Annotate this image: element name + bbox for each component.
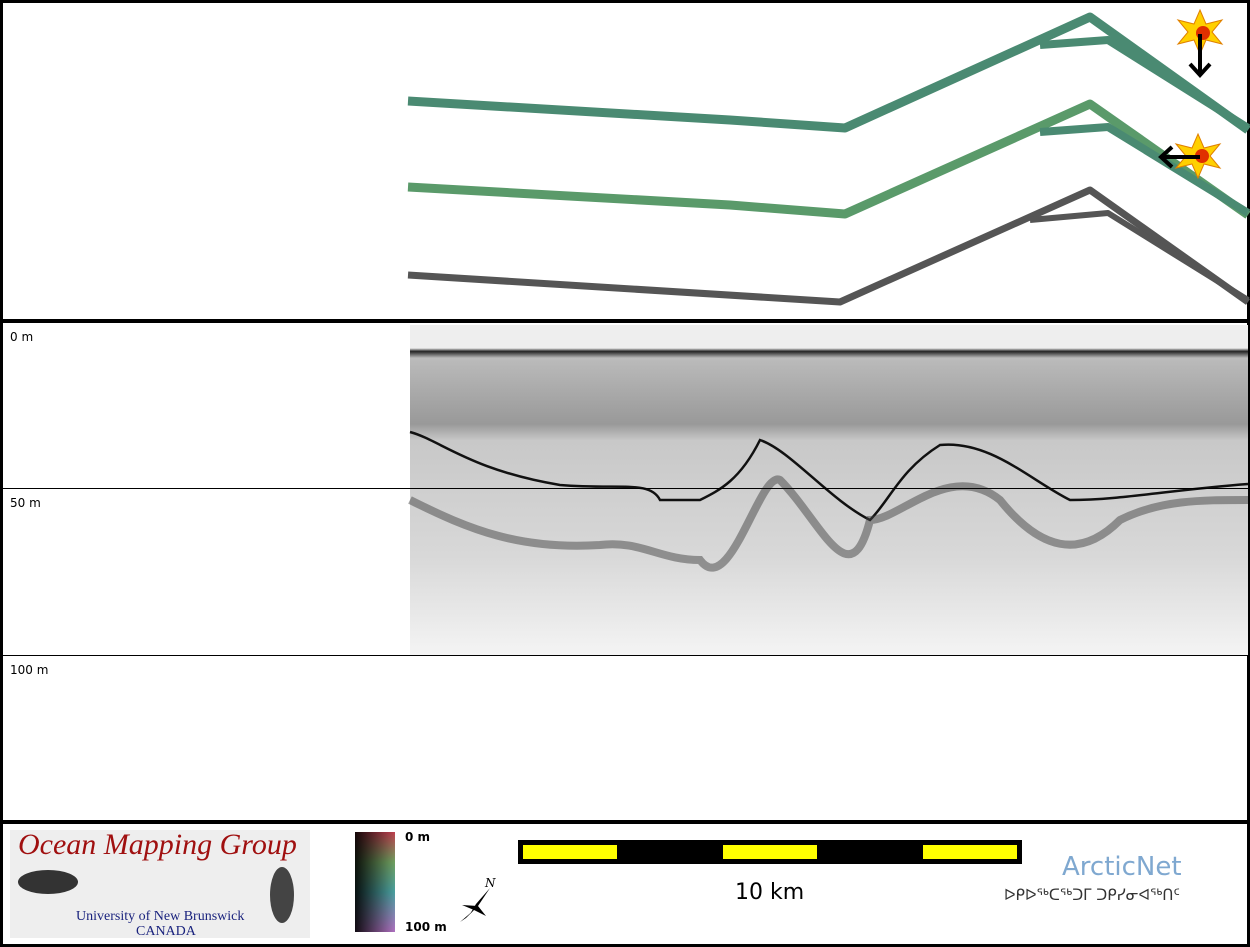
partner-name: ArcticNet: [1062, 852, 1182, 882]
seismic-profile: [408, 325, 1249, 655]
logo-icon: [270, 867, 294, 923]
color-bar-shade: [355, 832, 395, 932]
markers: [1158, 8, 1224, 180]
color-scale-top: 0 m: [405, 830, 431, 844]
scale-bar: [518, 840, 1022, 864]
logo-country: CANADA: [136, 924, 196, 939]
depth-label: 50 m: [10, 496, 41, 510]
compass: [460, 888, 490, 922]
tracks: [407, 12, 1250, 306]
logo-icon: [18, 870, 78, 894]
depth-label: 0 m: [10, 330, 34, 344]
logo-university: University of New Brunswick: [76, 909, 245, 924]
logo-title: Ocean Mapping Group: [18, 828, 297, 861]
depth-label: 100 m: [10, 663, 49, 677]
partner-syllabics: ᐅᑭᐅᖅᑕᖅᑐᒥ ᑐᑭᓯᓂᐊᖅᑎᑦ: [1004, 886, 1180, 904]
color-scale-bottom: 100 m: [405, 920, 447, 934]
compass-north: N: [485, 876, 496, 890]
scale-bar-label: 10 km: [735, 880, 805, 905]
